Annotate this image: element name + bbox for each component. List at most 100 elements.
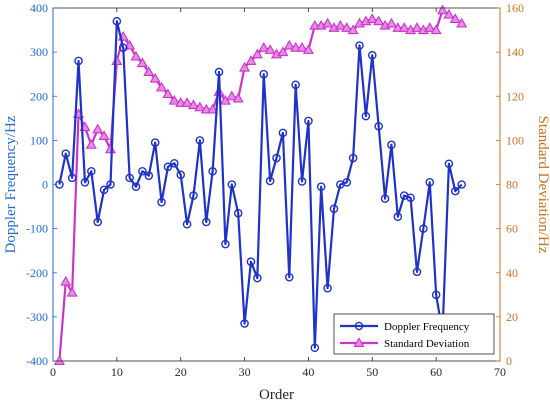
doppler-frequency-point — [74, 56, 83, 66]
axes: 0 10 20 30 40 50 60 70-400-300-200-100010020030… — [3, 1, 550, 403]
standard-deviation-point — [302, 44, 314, 54]
y-left-tick-label: -300 — [26, 310, 48, 324]
y-left-axis-title: Doppler Frequency/Hz — [3, 115, 19, 253]
standard-deviation-point — [449, 13, 461, 24]
doppler-frequency-point — [131, 182, 141, 192]
standard-deviation-point — [232, 92, 244, 103]
standard-deviation-point — [226, 90, 238, 101]
y-left-tick-label: 400 — [30, 1, 48, 15]
doppler-frequency-point — [106, 180, 115, 189]
doppler-frequency-point — [240, 319, 249, 328]
doppler-frequency-point — [144, 171, 154, 180]
doppler-frequency-point — [182, 219, 192, 229]
standard-deviation-point — [424, 22, 436, 32]
standard-deviation-point — [53, 355, 65, 366]
standard-deviation-point — [411, 22, 423, 32]
doppler-frequency-point — [342, 177, 352, 187]
standard-deviation-point — [66, 286, 78, 297]
standard-deviation-point — [385, 17, 397, 28]
plot-area — [53, 4, 468, 366]
standard-deviation-point — [392, 22, 404, 32]
legend-box — [333, 313, 495, 355]
y-right-tick-label: 80 — [506, 178, 518, 192]
x-tick-label: 10 — [111, 365, 123, 379]
doppler-frequency-point — [125, 173, 134, 183]
standard-deviation-point — [264, 44, 276, 54]
doppler-frequency-point — [457, 180, 466, 189]
x-axis-title: Order — [259, 387, 294, 403]
doppler-frequency-point — [361, 111, 371, 121]
doppler-frequency-point — [253, 273, 262, 283]
standard-deviation-point — [258, 42, 270, 52]
doppler-frequency-point — [380, 194, 390, 203]
standard-deviation-point — [239, 61, 251, 72]
doppler-frequency-point — [284, 272, 294, 282]
standard-deviation-point — [436, 4, 449, 15]
standard-deviation-point — [136, 57, 148, 68]
doppler-frequency-point — [297, 177, 307, 186]
y-right-tick-label: 160 — [506, 1, 524, 15]
doppler-frequency-point — [208, 166, 217, 176]
standard-deviation-point — [296, 42, 308, 52]
doppler-frequency-point — [374, 121, 383, 131]
doppler-frequency-point — [265, 176, 275, 186]
legend: Doppler Frequency Standard Deviation — [333, 313, 495, 355]
x-tick-label: 60 — [430, 365, 442, 379]
y-right-tick-label: 120 — [506, 89, 524, 103]
doppler-frequency-point — [195, 136, 205, 145]
standard-deviation-point — [92, 123, 104, 134]
standard-deviation-point — [322, 17, 334, 28]
standard-deviation-point — [341, 22, 353, 32]
standard-deviation-point — [430, 24, 442, 35]
legend-marker-doppler-frequency — [354, 321, 364, 331]
standard-deviation-point — [200, 103, 212, 114]
standard-deviation-point — [168, 94, 180, 105]
doppler-frequency-point — [246, 257, 256, 267]
y-left-tick-label: -200 — [26, 266, 48, 280]
doppler-frequency-point — [291, 80, 300, 90]
doppler-frequency-point — [221, 239, 230, 249]
doppler-frequency-line — [58, 20, 463, 349]
y-right-tick-label: 60 — [506, 222, 518, 236]
standard-deviation-point — [175, 97, 187, 107]
doppler-frequency-point — [329, 204, 339, 214]
y-left-tick-label: -100 — [26, 222, 48, 236]
standard-deviation-point — [98, 130, 110, 140]
doppler-frequency-point — [259, 69, 269, 79]
standard-deviation-point — [207, 103, 219, 114]
y-left-tick-label: -400 — [26, 354, 48, 368]
doppler-frequency-point — [419, 224, 428, 233]
doppler-frequency-point — [412, 267, 422, 277]
standard-deviation-point — [290, 42, 302, 52]
standard-deviation-point — [149, 72, 161, 83]
doppler-frequency-point — [425, 177, 435, 187]
doppler-frequency-point — [272, 153, 281, 163]
x-tick-label: 50 — [366, 365, 378, 379]
doppler-frequency-point — [80, 177, 90, 187]
legend-label-doppler-frequency: Doppler Frequency — [384, 321, 470, 333]
doppler-frequency-point — [348, 153, 358, 163]
y-left-tick-label: 100 — [30, 133, 48, 147]
y-right-tick-label: 20 — [506, 310, 518, 324]
y-right-tick-label: 0 — [506, 354, 512, 368]
x-tick-label: 30 — [239, 365, 251, 379]
legend-marker-standard-deviation — [353, 337, 365, 348]
y-left-tick-label: 0 — [42, 178, 48, 192]
standard-deviation-point — [187, 99, 200, 110]
doppler-frequency-point — [450, 186, 460, 196]
standard-deviation-point — [347, 24, 359, 35]
y-right-tick-label: 140 — [506, 45, 524, 59]
standard-deviation-point — [373, 15, 385, 26]
doppler-frequency-point — [278, 128, 288, 138]
doppler-frequency-point — [227, 180, 237, 189]
doppler-frequency-point — [157, 197, 166, 207]
y-right-axis-title: Standard Deviation/Hz — [535, 116, 550, 254]
standard-deviation-point — [111, 55, 123, 65]
doppler-frequency-point — [87, 166, 96, 176]
standard-deviation-point — [456, 17, 468, 28]
doppler-frequency-point — [189, 191, 198, 200]
standard-deviation-point — [143, 66, 155, 76]
doppler-frequency-point — [367, 50, 377, 60]
doppler-frequency-point — [214, 67, 224, 77]
